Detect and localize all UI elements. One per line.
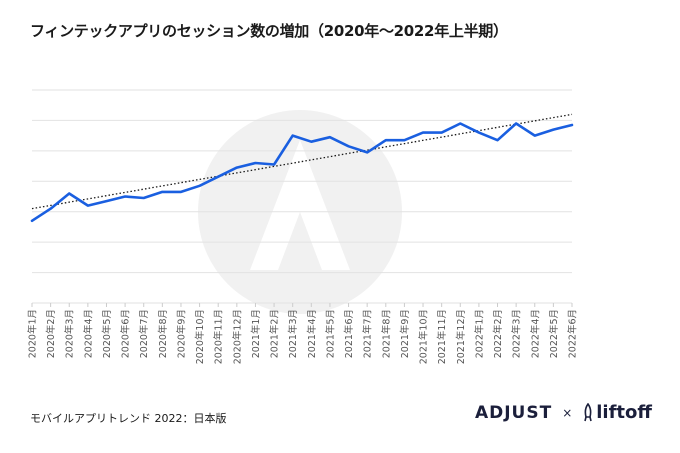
x-tick-label: 2022年5月	[548, 309, 560, 358]
x-tick-label: 2020年1月	[27, 309, 39, 358]
adjust-logo: ADJUST	[474, 402, 553, 423]
liftoff-logo: liftoff	[582, 402, 652, 423]
x-tick-label: 2020年6月	[120, 309, 132, 358]
x-tick-label: 2020年9月	[175, 309, 187, 358]
x-tick-label: 2021年3月	[287, 309, 299, 358]
x-tick-label: 2021年4月	[306, 309, 318, 358]
x-tick-label: 2020年12月	[231, 309, 243, 364]
x-tick-label: 2022年1月	[473, 309, 485, 358]
x-tick-label: 2020年2月	[45, 309, 57, 358]
x-tick-label: 2021年6月	[343, 309, 355, 358]
x-tick-label: 2020年3月	[64, 309, 76, 358]
brand-logos: ADJUST × liftoff	[475, 402, 652, 423]
series-group	[30, 122, 574, 223]
x-tick-label: 2022年3月	[511, 309, 523, 358]
x-tick-label: 2021年2月	[269, 309, 281, 358]
x-axis-ticks: 2020年1月 2020年2月 2020年3月 2020年4月 2020年5月 2020年…	[27, 303, 579, 364]
logo-separator: ×	[562, 405, 573, 420]
x-tick-label: 2020年7月	[138, 309, 150, 358]
footer-caption: モバイルアプリトレンド 2022：日本版	[30, 412, 227, 425]
chart-title: フィンテックアプリのセッション数の増加（2020年〜2022年上半期）	[30, 22, 508, 40]
x-tick-label: 2020年4月	[82, 309, 94, 358]
x-tick-label: 2020年8月	[157, 309, 169, 358]
liftoff-wordmark: liftoff	[596, 402, 652, 423]
x-tick-label: 2021年11月	[436, 309, 448, 364]
gridlines	[32, 89, 572, 304]
x-tick-label: 2020年10月	[194, 309, 206, 364]
x-tick-label: 2022年4月	[529, 309, 541, 358]
x-tick-label: 2022年6月	[567, 309, 579, 358]
x-tick-label: 2021年8月	[380, 309, 392, 358]
x-tick-label: 2020年11月	[213, 309, 225, 364]
x-tick-label: 2021年10月	[418, 309, 430, 364]
x-tick-label: 2021年5月	[324, 309, 336, 358]
x-tick-label: 2022年2月	[492, 309, 504, 358]
watermark-glyph	[250, 140, 350, 270]
trendline	[31, 113, 573, 210]
trendline-path	[31, 113, 573, 210]
x-tick-label: 2021年9月	[399, 309, 411, 358]
x-tick-label: 2021年7月	[362, 309, 374, 358]
line-chart: 2020年1月 2020年2月 2020年3月 2020年4月 2020年5月 2020年…	[27, 89, 579, 364]
series-line	[30, 122, 574, 223]
x-tick-label: 2021年1月	[250, 309, 262, 358]
x-tick-label: 2021年12月	[455, 309, 467, 364]
rocket-icon	[584, 402, 593, 421]
x-tick-label: 2020年5月	[101, 309, 113, 358]
